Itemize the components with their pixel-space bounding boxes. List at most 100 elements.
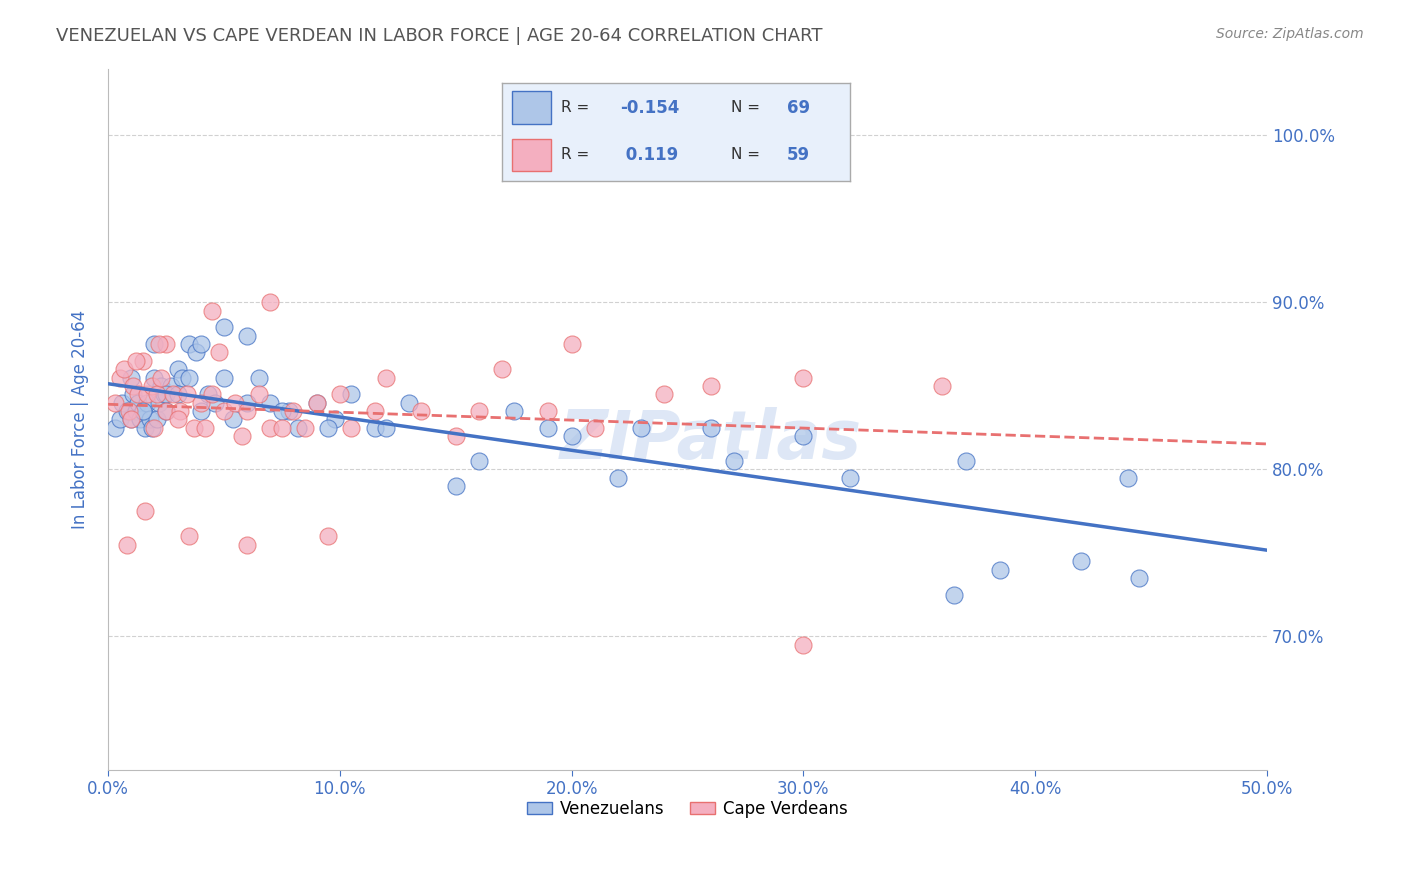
Point (194, 420, 217, 434)
Point (112, 362, 135, 376)
Point (247, 370, 270, 384)
Point (409, 404, 432, 418)
Point (169, 404, 191, 418)
Point (125, 353, 148, 368)
Point (155, 404, 177, 418)
Point (316, 529, 339, 543)
Point (125, 404, 148, 418)
Point (287, 420, 309, 434)
Point (132, 404, 155, 418)
Point (316, 420, 339, 434)
Point (141, 379, 163, 393)
Text: ZIPatlas: ZIPatlas (560, 408, 862, 474)
Point (699, 420, 721, 434)
Point (201, 387, 224, 401)
Point (166, 362, 188, 376)
Y-axis label: In Labor Force | Age 20-64: In Labor Force | Age 20-64 (72, 310, 89, 529)
Point (931, 379, 953, 393)
Point (104, 420, 127, 434)
Point (134, 504, 156, 518)
Point (172, 370, 194, 384)
Point (792, 429, 814, 443)
Point (792, 370, 814, 384)
Point (630, 420, 652, 434)
Point (323, 412, 346, 426)
Point (127, 395, 149, 409)
Point (148, 337, 170, 351)
Point (236, 395, 259, 409)
Point (152, 387, 174, 401)
Point (1128, 571, 1150, 585)
Point (236, 328, 259, 343)
Point (155, 404, 177, 418)
Point (143, 420, 166, 434)
Point (537, 404, 560, 418)
Point (444, 429, 467, 443)
Point (132, 404, 155, 418)
Point (155, 337, 177, 351)
Point (277, 404, 299, 418)
Point (179, 370, 201, 384)
Point (159, 379, 181, 393)
Point (943, 588, 966, 602)
Point (104, 395, 127, 409)
Point (115, 404, 138, 418)
Point (166, 412, 188, 426)
Point (652, 387, 675, 401)
Point (190, 395, 212, 409)
Point (988, 563, 1011, 577)
Point (212, 404, 235, 418)
Point (247, 387, 270, 401)
Point (122, 387, 145, 401)
Point (283, 404, 305, 418)
Point (468, 454, 491, 468)
Point (259, 420, 281, 434)
Point (132, 353, 155, 368)
Point (183, 420, 205, 434)
Point (363, 420, 385, 434)
Point (231, 429, 253, 443)
Point (1070, 554, 1092, 568)
Point (583, 420, 606, 434)
Point (176, 387, 198, 401)
Point (294, 420, 316, 434)
Point (270, 420, 292, 434)
Point (468, 404, 491, 418)
Point (155, 387, 177, 401)
Point (148, 395, 170, 409)
Point (259, 295, 281, 310)
Point (115, 537, 138, 551)
Point (150, 370, 173, 384)
Point (1116, 471, 1139, 485)
Point (197, 387, 219, 401)
Point (375, 420, 398, 434)
Point (120, 412, 142, 426)
Point (179, 529, 201, 543)
Point (792, 638, 814, 652)
Point (212, 320, 235, 334)
Point (606, 471, 628, 485)
Point (138, 412, 160, 426)
Point (363, 404, 385, 418)
Point (561, 429, 583, 443)
Point (305, 395, 328, 409)
Point (224, 395, 246, 409)
Point (190, 337, 212, 351)
Point (127, 387, 149, 401)
Point (444, 479, 467, 493)
Point (184, 345, 207, 359)
Point (236, 404, 259, 418)
Point (136, 395, 159, 409)
Point (111, 395, 134, 409)
Point (122, 379, 145, 393)
Point (118, 404, 141, 418)
Point (222, 412, 245, 426)
Point (305, 395, 328, 409)
Point (134, 420, 156, 434)
Point (561, 337, 583, 351)
Point (120, 412, 142, 426)
Point (120, 370, 142, 384)
Point (212, 370, 235, 384)
Point (537, 420, 560, 434)
Point (340, 420, 363, 434)
